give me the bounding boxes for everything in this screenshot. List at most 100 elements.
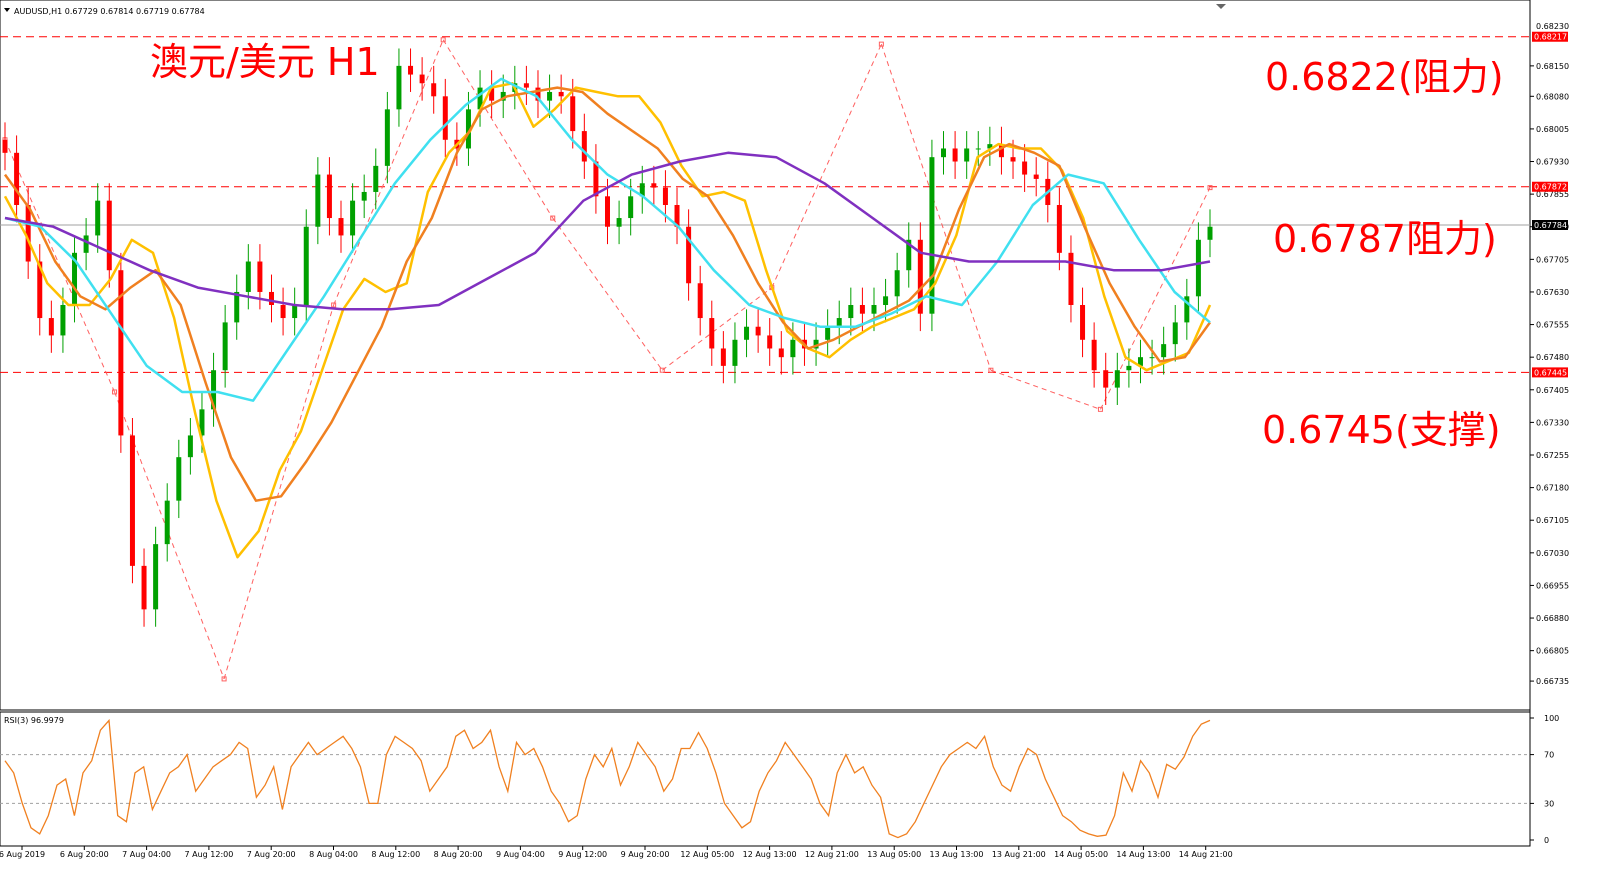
bear-candle: [1022, 161, 1028, 175]
price-tick-label: 0.67480: [1536, 353, 1569, 362]
bull-candle: [813, 339, 819, 349]
bull-candle: [1207, 226, 1213, 240]
time-tick-label: 14 Aug 05:00: [1054, 850, 1108, 859]
bear-candle: [859, 305, 865, 314]
bull-candle: [894, 270, 900, 297]
price-tick-label: 0.67855: [1536, 190, 1569, 199]
zigzag-segment: [333, 39, 444, 306]
time-tick-label: 8 Aug 20:00: [434, 850, 483, 859]
bull-candle: [83, 235, 89, 253]
chart-title-annotation: 澳元/美元 H1: [150, 40, 380, 84]
bear-candle: [280, 305, 286, 319]
bear-candle: [268, 291, 274, 305]
bull-candle: [465, 109, 471, 149]
zigzag-segment: [442, 39, 554, 219]
bear-candle: [755, 326, 761, 336]
bear-candle: [767, 335, 773, 349]
bull-candle: [292, 305, 298, 319]
bull-candle: [187, 435, 193, 458]
bull-candle: [211, 370, 217, 410]
bull-candle: [199, 409, 205, 436]
time-tick-label: 6 Aug 20:00: [60, 850, 109, 859]
bull-candle: [628, 196, 634, 219]
bull-candle: [836, 318, 842, 327]
bull-candle: [732, 339, 738, 366]
scroll-marker-icon[interactable]: [1216, 4, 1226, 9]
bull-candle: [373, 165, 379, 192]
rsi-tick-label: 30: [1544, 799, 1554, 808]
time-tick-label: 7 Aug 04:00: [122, 850, 171, 859]
bear-candle: [14, 152, 20, 205]
resistance-mid-annotation: 0.6787阻力): [1273, 217, 1497, 261]
bull-candle: [1114, 370, 1120, 388]
bull-candle: [477, 87, 483, 110]
price-tick-label: 0.68005: [1536, 125, 1569, 134]
price-tick-label: 0.66805: [1536, 647, 1569, 656]
price-label-text: 0.67445: [1534, 368, 1567, 377]
bull-candle: [245, 261, 251, 292]
bull-candle: [164, 500, 170, 545]
bear-candle: [952, 148, 958, 162]
zigzag-point: [331, 302, 337, 308]
bear-candle: [25, 205, 31, 262]
bear-candle: [1091, 339, 1097, 371]
bear-candle: [1010, 157, 1016, 162]
price-label-box: [1532, 220, 1568, 230]
bull-candle: [1172, 322, 1178, 345]
bear-candle: [605, 196, 610, 227]
bear-candle: [326, 174, 332, 219]
bull-candle: [384, 109, 390, 166]
bear-candle: [570, 96, 576, 132]
main-pane-border: [0, 0, 1531, 711]
zigzag-point: [112, 389, 118, 395]
zigzag-segment: [880, 43, 992, 371]
zigzag-segment: [552, 217, 663, 371]
bear-candle: [408, 65, 414, 75]
bull-candle: [72, 252, 78, 305]
bull-candle: [1161, 344, 1167, 358]
price-tick-label: 0.67705: [1536, 255, 1569, 264]
zigzag-point: [659, 367, 665, 373]
time-tick-label: 9 Aug 20:00: [621, 850, 670, 859]
zigzag-point: [440, 37, 446, 43]
price-label-box: [1532, 181, 1568, 192]
time-tick-label: 9 Aug 04:00: [496, 850, 545, 859]
bear-candle: [257, 261, 263, 292]
bear-candle: [558, 91, 564, 97]
time-tick-label: 12 Aug 05:00: [680, 850, 734, 859]
rsi-layer: 100 70 30 0: [0, 714, 1559, 845]
bear-candle: [442, 96, 448, 140]
moving-averages-layer: [3, 77, 1212, 559]
bear-candle: [338, 218, 344, 236]
zigzag-point: [1097, 406, 1103, 412]
levels-layer: [0, 36, 1530, 373]
zigzag-point: [988, 367, 994, 373]
bull-candle: [1126, 365, 1132, 371]
rsi-tick-label: 70: [1544, 751, 1554, 760]
bear-candle: [419, 74, 425, 84]
time-tick-label: 8 Aug 04:00: [309, 850, 358, 859]
price-label-text: 0.67872: [1534, 183, 1567, 192]
bear-candle: [2, 139, 8, 153]
price-tick-label: 0.66880: [1536, 614, 1569, 623]
rsi-tick-label: 100: [1544, 714, 1559, 723]
zigzag-point: [1207, 185, 1213, 191]
rsi-info: RSI(3) 96.9979: [4, 716, 64, 725]
price-top-label: 0.68230: [1536, 22, 1569, 31]
candles-layer: [2, 48, 1213, 627]
price-tick-label: 0.67255: [1536, 451, 1569, 460]
moving-average-line: [3, 86, 1212, 502]
bull-candle: [303, 226, 309, 305]
bull-candle: [153, 544, 159, 610]
bear-candle: [662, 187, 668, 205]
price-tick-label: 0.68150: [1536, 62, 1569, 71]
bull-candle: [1137, 357, 1143, 366]
bear-candle: [489, 87, 495, 101]
dropdown-triangle-icon[interactable]: [4, 8, 10, 12]
bear-candle: [686, 226, 692, 284]
zigzag-point: [878, 41, 884, 47]
bull-candle: [906, 239, 912, 271]
bull-candle: [825, 326, 831, 340]
bear-candle: [48, 318, 54, 336]
